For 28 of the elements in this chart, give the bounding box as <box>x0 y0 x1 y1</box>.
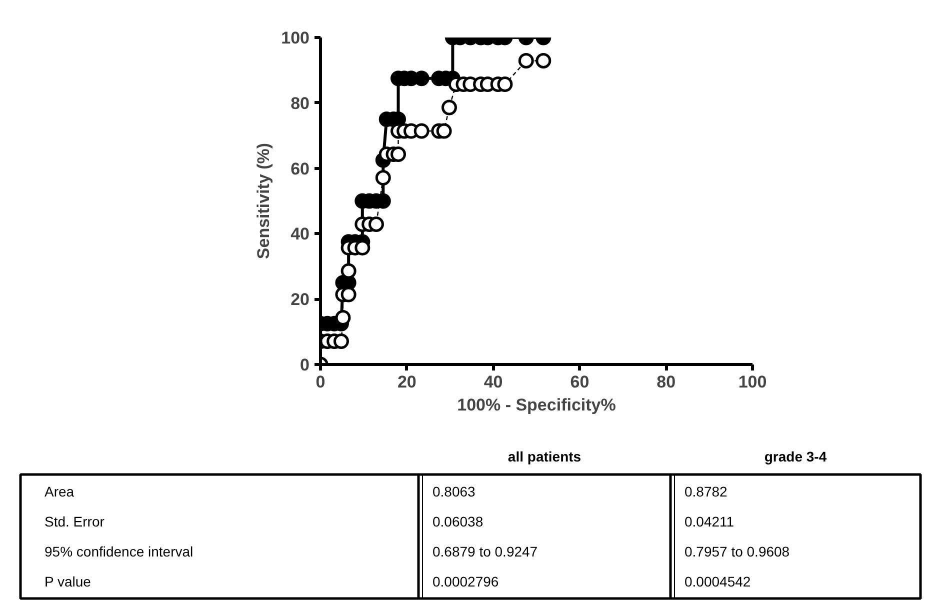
category-label: Area <box>44 484 74 500</box>
x-tick-label: 20 <box>397 372 416 392</box>
text: 0.0002796 <box>432 574 499 590</box>
text: 0.04211 <box>684 514 734 530</box>
x-tick-label: 80 <box>656 372 676 392</box>
text: 0.8063 <box>432 484 476 500</box>
text: 0.06038 <box>432 514 484 530</box>
text: 0.6879 to 0.9247 <box>432 544 538 560</box>
text: 0.7957 to 0.9608 <box>684 544 790 560</box>
category-label: Std. Error <box>44 514 104 530</box>
y-tick-label: 80 <box>290 94 310 113</box>
text: 0.0004542 <box>684 574 751 590</box>
category-label: 95% confidence interval <box>44 544 194 560</box>
x-axis-title: 100% - Specificity% <box>457 396 616 414</box>
y-tick-label: 20 <box>290 290 310 310</box>
y-tick-label: 40 <box>290 224 310 244</box>
x-tick-label: 60 <box>570 372 590 392</box>
category-label: all patients <box>508 448 582 464</box>
category-label: grade 3-4 <box>764 448 827 464</box>
x-tick-label: 100 <box>738 372 767 392</box>
text: 0.8782 <box>684 484 728 500</box>
x-tick-label: 40 <box>484 372 503 392</box>
y-tick-label: 100 <box>281 28 310 48</box>
y-axis-title: Sensitivity (%) <box>254 142 274 260</box>
x-tick-label: 0 <box>316 372 326 392</box>
y-tick-label: 0 <box>300 356 310 374</box>
category-label: P value <box>44 574 91 590</box>
y-tick-label: 60 <box>290 159 310 178</box>
